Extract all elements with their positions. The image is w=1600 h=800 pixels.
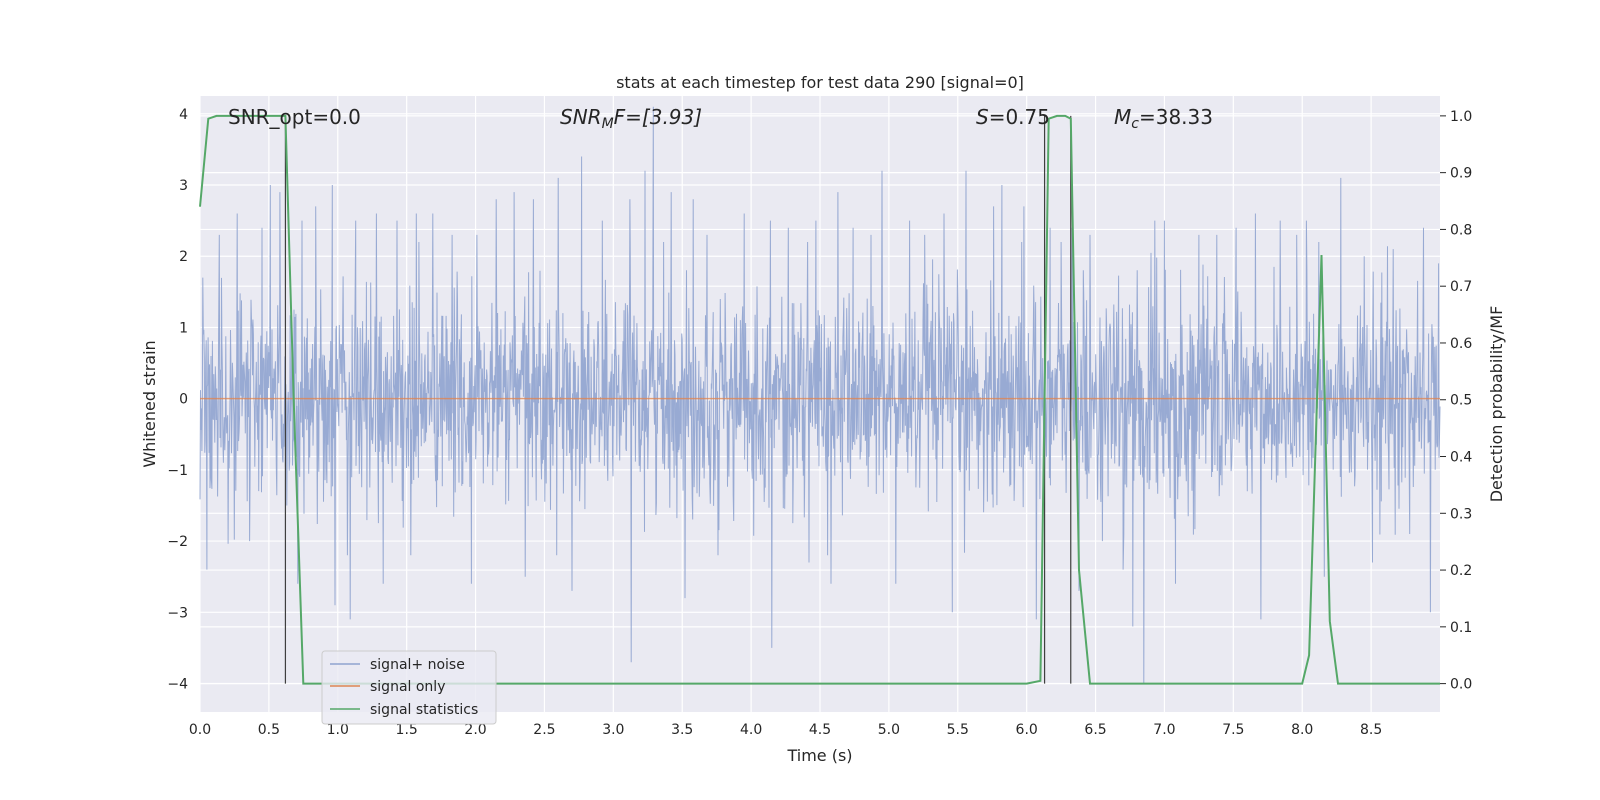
right-y-tick-label: 0.9	[1450, 166, 1472, 182]
x-tick-label: 6.5	[1084, 722, 1106, 738]
x-tick-label: 4.0	[740, 722, 762, 738]
snr-mf-annotation: SNRMF=[3.93]	[560, 105, 702, 132]
y-tick-label: −2	[167, 534, 188, 550]
x-tick-label: 2.0	[464, 722, 486, 738]
x-tick-labels: 0.0 0.5 1.0 1.5 2.0 2.5 3.0 3.5 4.0 4.5 5.0 5.5 6.0 6…	[189, 722, 1382, 738]
y-tick-labels: 4 3 2 1 0 −1 −2 −3 −4	[167, 107, 188, 693]
y-tick-label: 2	[179, 249, 188, 265]
signal-noise-line	[199, 106, 1441, 684]
legend: signal+ noise signal only signal statist…	[321, 650, 497, 725]
x-tick-label: 8.0	[1291, 722, 1313, 738]
s-annotation: S=0.75	[976, 105, 1050, 129]
y-tick-label: −4	[167, 677, 188, 693]
x-tick-label: 1.0	[327, 722, 349, 738]
x-tick-label: 0.5	[258, 722, 280, 738]
y-tick-label: 0	[179, 392, 188, 408]
y-axis-label: Whitened strain	[140, 340, 159, 467]
signal-statistics-line	[199, 114, 1440, 685]
right-y-tick-label: 0.2	[1450, 563, 1472, 579]
y-tick-label: 3	[179, 178, 188, 194]
x-tick-label: 7.0	[1153, 722, 1175, 738]
right-y-tick-label: 0.6	[1450, 336, 1472, 352]
x-tick-label: 7.5	[1222, 722, 1244, 738]
x-tick-label: 3.5	[671, 722, 693, 738]
right-y-tick-label: 0.5	[1450, 393, 1472, 409]
mc-annotation: Mc=38.33	[1114, 105, 1213, 132]
x-tick-label: 3.0	[602, 722, 624, 738]
x-tick-label: 0.0	[189, 722, 211, 738]
x-tick-label: 8.5	[1360, 722, 1382, 738]
x-axis-label: Time (s)	[786, 746, 852, 765]
right-y-tick-labels: 1.0 0.9 0.8 0.7 0.6 0.5 0.4 0.3 0.2 0.1 0.0	[1440, 109, 1472, 693]
x-tick-label: 5.0	[878, 722, 900, 738]
legend-box	[321, 650, 497, 725]
x-tick-label: 1.5	[396, 722, 418, 738]
y-tick-label: −1	[167, 463, 188, 479]
y-tick-label: −3	[167, 605, 188, 621]
legend-label-signal-statistics: signal statistics	[370, 702, 478, 718]
y-tick-label: 1	[179, 320, 188, 336]
right-y-tick-label: 0.0	[1450, 677, 1472, 693]
right-y-tick-label: 1.0	[1450, 109, 1472, 125]
snr-opt-annotation: SNR_opt=0.0	[228, 105, 361, 129]
x-tick-label: 4.5	[809, 722, 831, 738]
right-y-tick-label: 0.1	[1450, 620, 1472, 636]
right-y-tick-label: 0.8	[1450, 222, 1472, 238]
chart-title: stats at each timestep for test data 290…	[616, 73, 1024, 92]
legend-label-signal-only: signal only	[370, 679, 445, 695]
signal-statistics-series	[199, 114, 1440, 685]
right-y-axis-label: Detection probability/MF	[1487, 306, 1506, 503]
y-tick-label: 4	[179, 107, 188, 123]
x-tick-label: 2.5	[533, 722, 555, 738]
x-tick-label: 5.5	[947, 722, 969, 738]
signal-noise-series	[199, 106, 1441, 684]
x-tick-label: 6.0	[1016, 722, 1038, 738]
legend-label-signal-noise: signal+ noise	[370, 657, 465, 673]
right-y-tick-label: 0.4	[1450, 450, 1472, 466]
right-y-tick-label: 0.7	[1450, 279, 1472, 295]
right-y-tick-label: 0.3	[1450, 506, 1472, 522]
